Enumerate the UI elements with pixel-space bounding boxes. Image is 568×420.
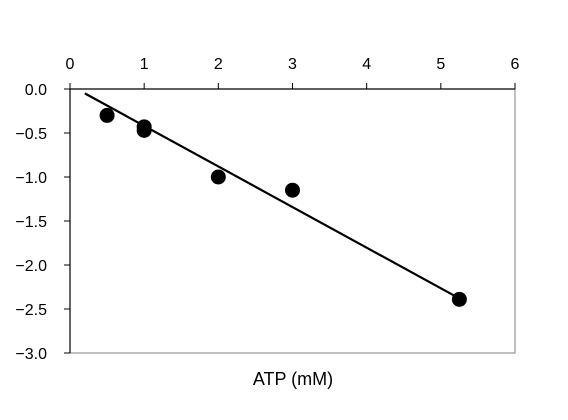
data-point	[99, 107, 115, 123]
data-point	[136, 122, 152, 138]
x-tick-label: 0	[66, 56, 75, 73]
y-tick-label: −2.0	[15, 258, 47, 275]
data-points	[99, 107, 467, 307]
y-tick-label: −1.5	[15, 214, 47, 231]
x-tick-label: 4	[362, 56, 371, 73]
plot-area	[69, 88, 516, 354]
y-tick-label: −0.5	[15, 126, 47, 143]
x-tick-label: 6	[511, 56, 520, 73]
plot-border	[69, 88, 516, 354]
y-axis: 0.0 −0.5 −1.0 −1.5 −2.0 −2.5 −3.0	[15, 82, 70, 363]
y-tick-label: −1.0	[15, 170, 47, 187]
x-tick-label: 5	[436, 56, 445, 73]
x-tick-label: 1	[140, 56, 149, 73]
x-axis: 0 1 2 3 4 5 6	[66, 56, 520, 89]
x-tick-label: 3	[288, 56, 297, 73]
data-point	[285, 182, 300, 198]
y-tick-label: −3.0	[15, 346, 47, 363]
x-axis-title: ATP (mM)	[253, 369, 333, 389]
data-point	[451, 291, 467, 307]
y-tick-label: −2.5	[15, 302, 47, 319]
x-tick-label: 2	[214, 56, 223, 73]
y-tick-label: 0.0	[25, 82, 47, 99]
data-point	[210, 169, 226, 185]
